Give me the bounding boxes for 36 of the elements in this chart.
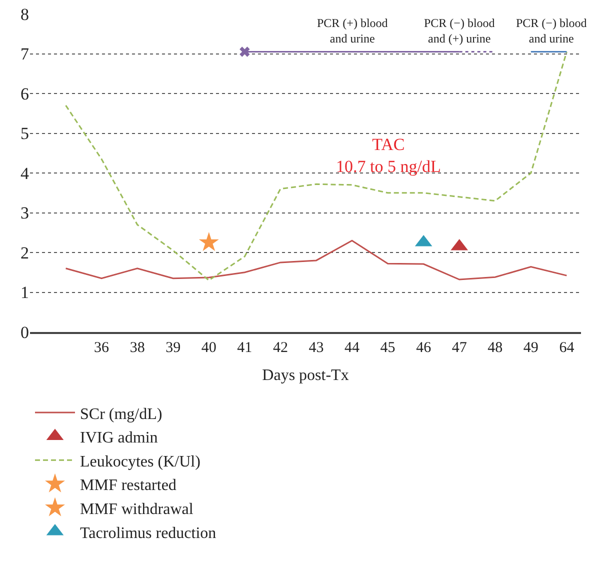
legend-label: MMF withdrawal	[80, 500, 194, 518]
legend-label: SCr (mg/dL)	[80, 406, 162, 423]
line-series	[65, 240, 568, 280]
y-tick-label: 7	[20, 44, 30, 64]
y-tick-label: 8	[20, 4, 29, 24]
line-series	[65, 51, 568, 282]
x-tick-label: 39	[166, 340, 181, 356]
y-tick-label: 1	[20, 283, 29, 302]
y-tick-label: 4	[20, 164, 30, 183]
x-tick-label: 48	[488, 340, 503, 356]
x-tick-label: 44	[344, 340, 360, 356]
x-axis-title: Days post-Tx	[262, 367, 349, 384]
x-tick-label: 41	[237, 340, 252, 356]
x-tick-label: 42	[272, 340, 288, 356]
y-tick-label: 6	[20, 84, 29, 104]
x-tick-label: 43	[308, 340, 324, 356]
y-tick-label: 5	[20, 124, 29, 144]
annotation: PCR (+) blood and urine	[317, 16, 388, 46]
x-tick-label: 40	[201, 340, 216, 356]
x-tick-label: 49	[523, 340, 538, 356]
x-tick-label: 38	[130, 340, 145, 356]
annotation: PCR (−) blood and (+) urine	[424, 16, 495, 46]
y-tick-label: 0	[20, 322, 29, 342]
annotation: PCR (−) blood and urine	[516, 16, 587, 46]
y-tick-label: 3	[20, 204, 29, 223]
x-tick-label: 45	[380, 340, 396, 356]
x-tick-label: 47	[452, 340, 468, 356]
legend-label: IVIG admin	[80, 430, 158, 447]
x-tick-label: 64	[559, 340, 575, 356]
x-tick-label: 36	[94, 340, 110, 356]
legend-label: MMF restarted	[80, 477, 176, 494]
y-tick-label: 2	[20, 243, 29, 262]
annotation: TAC 10.7 to 5 ng/dL	[336, 135, 441, 176]
legend-label: Tacrolimus reduction	[80, 524, 216, 542]
legend-label: Leukocytes (K/Ul)	[80, 453, 200, 470]
x-tick-label: 46	[416, 340, 432, 356]
